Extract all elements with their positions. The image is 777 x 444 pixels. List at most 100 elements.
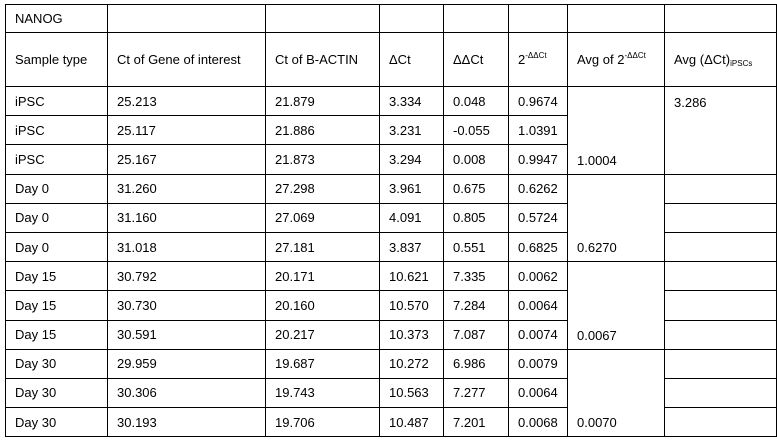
table-row: Day 15 30.792 20.171 10.621 7.335 0.0062… [5,261,777,350]
fold-cell: 0.6262 [508,173,568,204]
ct-actin-cell: 27.181 [265,231,380,263]
header-ct-goi: Ct of Gene of interest [107,32,266,87]
ddct-cell: 0.048 [443,85,509,117]
sample-cell: Day 15 [5,290,108,321]
ct-goi-cell: 31.018 [107,231,266,263]
ddct-cell: 7.277 [443,377,509,409]
header-fold-exp: -ΔΔCt [525,51,547,60]
ct-actin-cell: 20.217 [265,319,380,350]
header-sample-type: Sample type [5,32,108,87]
ct-goi-cell: 31.160 [107,202,266,233]
sample-cell: iPSC [5,85,108,117]
fold-cell: 0.5724 [508,202,568,233]
ct-goi-cell: 25.167 [107,144,266,175]
ct-actin-cell: 19.743 [265,377,380,409]
empty-cell [664,319,777,350]
fold-cell: 1.0391 [508,115,568,146]
table-row: Day 30 30.306 19.743 10.563 7.277 0.0064 [5,377,777,409]
table-row: Day 15 30.591 20.217 10.373 7.087 0.0074 [5,319,777,350]
fold-cell: 0.0074 [508,319,568,350]
empty-cell [664,4,777,33]
ct-goi-cell: 30.730 [107,290,266,321]
dct-cell: 10.373 [379,319,444,350]
fold-cell: 0.0062 [508,261,568,292]
dct-cell: 4.091 [379,202,444,233]
ddct-cell: 6.986 [443,348,509,379]
ct-goi-cell: 31.260 [107,173,266,204]
header-ddct: ΔΔCt [443,32,509,87]
sample-cell: Day 15 [5,319,108,350]
avg-fold-ipsc: 1.0004 [567,86,665,175]
ddct-cell: 0.008 [443,144,509,175]
dct-cell: 3.231 [379,115,444,146]
avg-fold-day30: 0.0070 [567,348,665,438]
table-row: Day 30 29.959 19.687 10.272 6.986 0.0079… [5,348,777,438]
ddct-cell: 7.335 [443,261,509,292]
sample-cell: Day 0 [5,173,108,204]
header-avg-exp: -ΔΔCt [624,51,646,60]
ct-actin-cell: 21.873 [265,144,380,175]
avg-dct-ipscs: 3.286 [664,86,777,175]
empty-cell [664,202,777,233]
dct-cell: 10.570 [379,290,444,321]
empty-cell [664,290,777,321]
header-fold: 2-ΔΔCt [508,32,568,87]
dct-cell: 10.487 [379,407,444,438]
empty-cell [664,407,777,438]
avg-fold-day15: 0.0067 [567,261,665,350]
fold-cell: 0.0068 [508,407,568,438]
sample-cell: Day 30 [5,377,108,409]
fold-cell: 0.6825 [508,231,568,263]
ct-goi-cell: 30.193 [107,407,266,438]
table-row: iPSC 25.117 21.886 3.231 -0.055 1.0391 [5,115,777,146]
dct-cell: 3.294 [379,144,444,175]
ct-actin-cell: 20.160 [265,290,380,321]
ct-goi-cell: 25.213 [107,85,266,117]
ct-actin-cell: 27.298 [265,173,380,204]
dct-cell: 3.334 [379,85,444,117]
ct-goi-cell: 25.117 [107,115,266,146]
dct-cell: 10.563 [379,377,444,409]
ddct-cell: -0.055 [443,115,509,146]
ct-actin-cell: 27.069 [265,202,380,233]
title-row: NANOG [5,4,777,33]
sample-cell: Day 30 [5,407,108,438]
table-row: Day 0 31.260 27.298 3.961 0.675 0.6262 0… [5,173,777,263]
fold-cell: 0.0079 [508,348,568,379]
ct-actin-cell: 20.171 [265,261,380,292]
ct-actin-cell: 21.886 [265,115,380,146]
dct-cell: 3.961 [379,173,444,204]
ct-goi-cell: 30.306 [107,377,266,409]
fold-cell: 0.9947 [508,144,568,175]
ct-goi-cell: 30.591 [107,319,266,350]
table-row: iPSC 25.167 21.873 3.294 0.008 0.9947 [5,144,777,175]
ddct-cell: 7.201 [443,407,509,438]
gene-label: NANOG [5,4,108,33]
ddct-cell: 0.805 [443,202,509,233]
header-dct: ΔCt [379,32,444,87]
sample-cell: Day 0 [5,202,108,233]
fold-cell: 0.0064 [508,290,568,321]
header-avg-dct-sub: iPSCs [730,59,753,68]
sample-cell: iPSC [5,115,108,146]
ct-goi-cell: 29.959 [107,348,266,379]
empty-cell [664,173,777,204]
ddct-cell: 0.675 [443,173,509,204]
empty-cell [567,4,665,33]
ct-actin-cell: 19.706 [265,407,380,438]
sample-cell: Day 15 [5,261,108,292]
sample-cell: Day 0 [5,231,108,263]
table-row: iPSC 25.213 21.879 3.334 0.048 0.9674 1.… [5,85,777,175]
dct-cell: 10.272 [379,348,444,379]
empty-cell [379,4,444,33]
dct-cell: 10.621 [379,261,444,292]
ct-actin-cell: 19.687 [265,348,380,379]
ddct-cell: 0.551 [443,231,509,263]
header-avg-dct-base: Avg (ΔCt) [674,52,731,67]
header-avg-base: Avg of 2 [577,52,625,67]
empty-cell [664,261,777,292]
empty-cell [664,231,777,263]
sample-cell: Day 30 [5,348,108,379]
avg-fold-day0: 0.6270 [567,173,665,263]
ddct-cell: 7.284 [443,290,509,321]
